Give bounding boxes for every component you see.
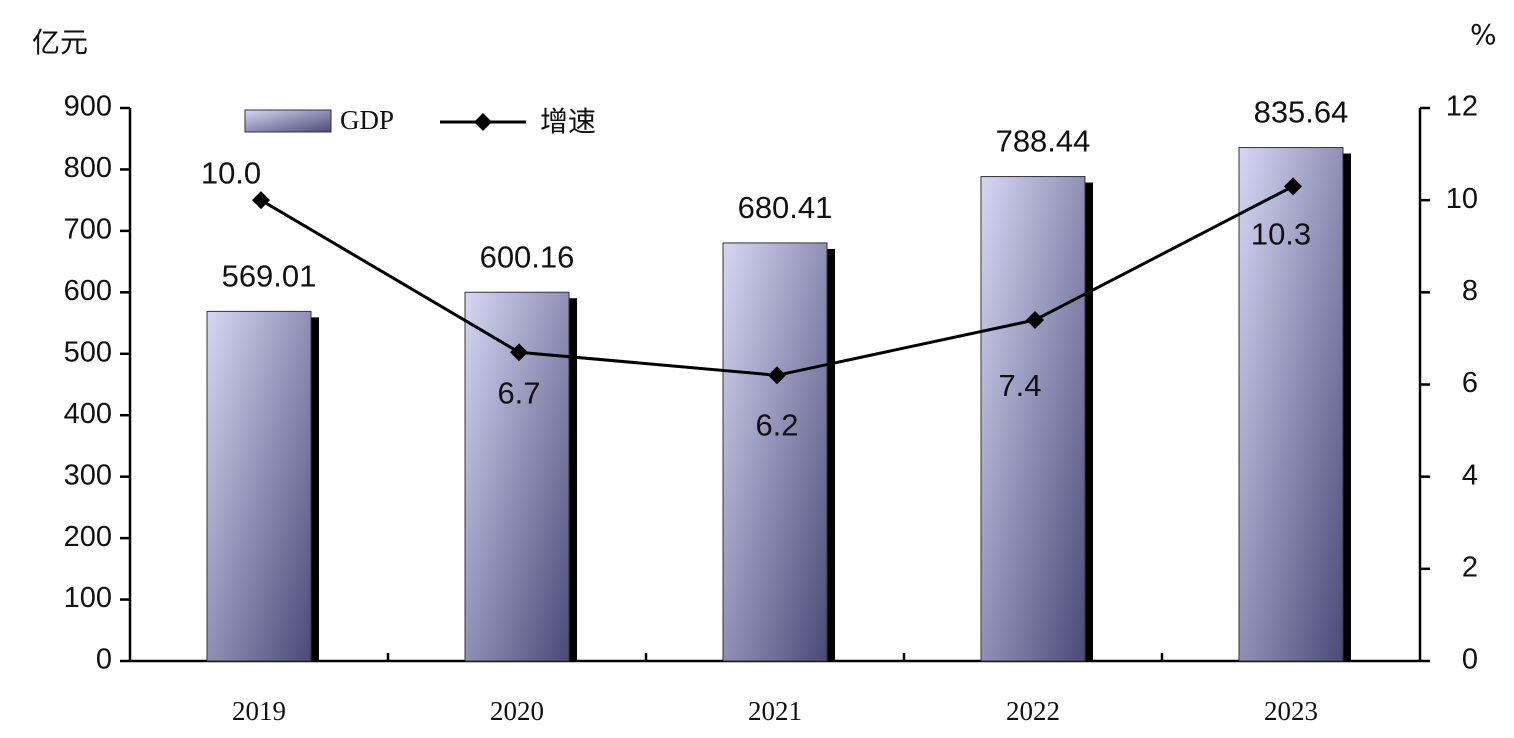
line-marker (510, 343, 528, 362)
bar-shadow (1341, 153, 1351, 661)
bar-value-label: 835.64 (1254, 95, 1349, 130)
y2-tick-label: 6 (1462, 367, 1478, 399)
legend-swatch (244, 109, 332, 133)
y-tick-label: 200 (64, 521, 112, 553)
legend-marker (474, 113, 492, 131)
line-value-label: 6.7 (497, 375, 540, 410)
line-value-label: 10.3 (1251, 217, 1311, 252)
bar (722, 242, 828, 662)
line-marker (768, 366, 786, 385)
y2-axis-label: % (1470, 18, 1497, 51)
y-axis-label: 亿元 (32, 26, 88, 59)
y-tick-label: 400 (64, 398, 112, 430)
y2-tick-label: 4 (1462, 459, 1478, 491)
bar (1238, 147, 1344, 662)
y2-tick-label: 0 (1462, 644, 1478, 676)
legend-label: GDP (340, 105, 394, 135)
bar (206, 310, 312, 662)
bar (980, 176, 1086, 662)
bar-value-label: 788.44 (996, 124, 1091, 159)
y-tick-label: 100 (64, 582, 112, 614)
bar-shadow (825, 248, 835, 662)
legend-label: 增速 (540, 105, 596, 138)
y2-tick-label: 2 (1462, 551, 1478, 583)
y-tick-label: 800 (64, 152, 112, 184)
x-tick-label: 2023 (1264, 696, 1318, 726)
y-tick-label: 500 (64, 336, 112, 368)
line-value-label: 10.0 (201, 155, 261, 190)
x-tick-label: 2021 (748, 696, 802, 726)
y-tick-label: 900 (64, 91, 112, 123)
line-value-label: 6.2 (755, 407, 798, 442)
y2-tick-label: 8 (1462, 275, 1478, 307)
bar-shadow (567, 298, 577, 661)
bar-shadow (1083, 182, 1093, 661)
line-marker (1284, 177, 1302, 196)
y-tick-label: 700 (64, 214, 112, 246)
bar-value-label: 680.41 (738, 190, 833, 225)
y2-tick-label: 10 (1446, 183, 1478, 215)
bar-shadow (309, 317, 319, 661)
line-marker (252, 191, 270, 210)
line-value-label: 7.4 (998, 368, 1041, 403)
bar-value-label: 600.16 (480, 239, 575, 274)
x-tick-label: 2020 (490, 696, 544, 726)
line-marker (1026, 310, 1044, 329)
y-tick-label: 0 (96, 644, 112, 676)
x-tick-label: 2022 (1006, 696, 1060, 726)
x-tick-label: 2019 (232, 696, 286, 726)
y-tick-label: 300 (64, 459, 112, 491)
y2-tick-label: 12 (1446, 91, 1478, 123)
bar-value-label: 569.01 (222, 259, 317, 294)
y-tick-label: 600 (64, 275, 112, 307)
